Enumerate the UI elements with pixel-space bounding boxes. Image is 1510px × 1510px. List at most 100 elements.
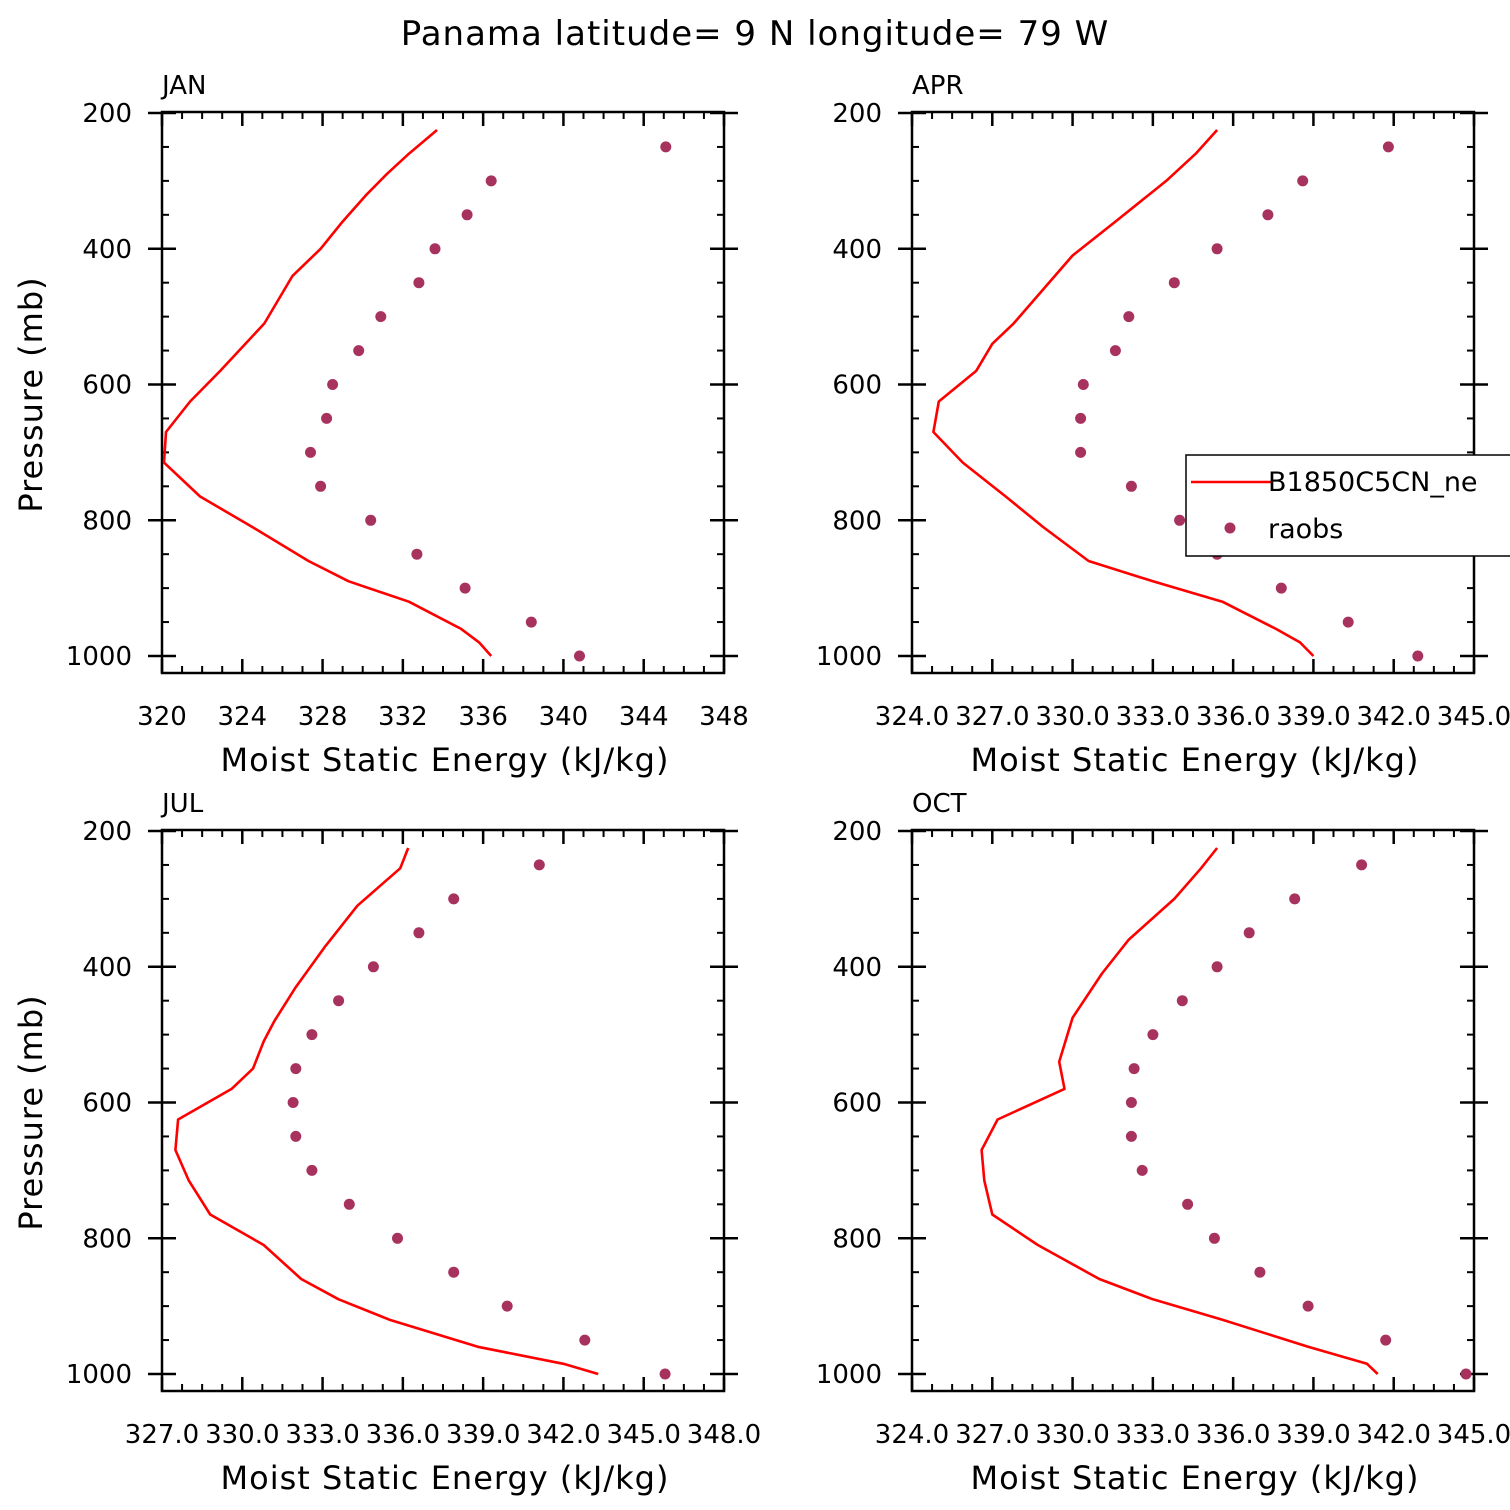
raobs-point [287,1097,299,1108]
x-tick-label: 345.0 [1437,702,1510,732]
panel-label: JAN [160,71,206,101]
raobs-point [1125,1097,1137,1108]
x-tick-label: 330.0 [205,1420,279,1450]
x-tick-label: 333.0 [1116,1420,1190,1450]
x-tick-label: 344 [619,702,669,732]
raobs-point [659,1368,671,1380]
raobs-point [1147,1029,1159,1041]
x-tick-label: 336.0 [1196,702,1270,732]
raobs-point [353,345,365,357]
raobs-point [290,1063,302,1075]
x-tick-label: 324.0 [875,702,949,732]
x-tick-label: 324 [217,702,267,732]
y-tick-label: 1000 [66,1360,132,1390]
panel-label: APR [912,71,964,101]
raobs-point [574,650,585,662]
y-tick-label: 800 [832,506,882,536]
raobs-point [1125,1130,1137,1142]
raobs-point [333,995,345,1007]
y-tick-label: 1000 [816,1360,882,1390]
raobs-point [1254,1266,1266,1278]
raobs-point [1302,1300,1314,1312]
raobs-point [1182,1198,1194,1210]
raobs-point [365,514,377,526]
legend-label-model: B1850C5CN_ne [1268,467,1478,498]
raobs-point [327,379,339,390]
y-tick-label: 200 [832,817,882,847]
x-tick-label: 332 [378,702,428,732]
y-tick-label: 1000 [66,642,132,672]
raobs-point [1174,514,1186,526]
panel-label: JUL [160,789,204,819]
x-tick-label: 345.0 [1437,1420,1510,1450]
panel-jul: JUL 327.0 330.0 333.0 336.0 339.0 342.0 345.0 34… [12,789,761,1497]
raobs-point [485,175,497,187]
x-tick-label: 327.0 [955,702,1029,732]
raobs-point [1211,243,1223,255]
x-tick-label: 339.0 [1276,702,1350,732]
x-axis-label: Moist Static Energy (kJ/kg) [221,741,670,779]
y-tick-label: 600 [832,371,882,401]
raobs-point [448,893,460,905]
raobs-point [1243,927,1255,939]
raobs-point [1275,582,1287,594]
model-profile-line [932,129,1315,657]
raobs-point [1075,446,1087,458]
y-tick-label: 200 [832,99,882,129]
x-tick-label: 348 [699,702,749,732]
raobs-point [461,209,473,221]
y-tick-label: 1000 [816,642,882,672]
raobs-point [1128,1063,1140,1075]
x-axis-label: Moist Static Energy (kJ/kg) [971,1459,1420,1497]
y-tick-label: 400 [82,235,132,265]
y-tick-label: 800 [832,1224,882,1254]
legend-label-raobs: raobs [1268,514,1343,545]
y-tick-label: 400 [832,953,882,983]
raobs-point [1136,1164,1148,1176]
raobs-point [1460,1368,1472,1380]
y-tick-label: 600 [82,1089,132,1119]
x-tick-label: 324.0 [875,1420,949,1450]
x-tick-label: 320 [137,702,187,732]
raobs-point [660,141,672,153]
panel-oct: OCT 324.0 327.0 330.0 333.0 336.0 339.0 342.0 34… [816,789,1510,1497]
x-tick-label: 345.0 [606,1420,680,1450]
raobs-point [315,480,327,492]
x-tick-label: 342.0 [526,1420,600,1450]
raobs-point [306,1164,318,1176]
raobs-point [343,1198,355,1210]
raobs-point [321,412,333,424]
x-tick-label: 339.0 [446,1420,520,1450]
raobs-point [1380,1334,1392,1346]
model-profile-line [980,847,1379,1375]
x-tick-label: 327.0 [125,1420,199,1450]
y-tick-label: 200 [82,817,132,847]
y-tick-label: 200 [82,99,132,129]
raobs-point [1208,1232,1220,1244]
raobs-point [1109,345,1121,357]
raobs-point [413,927,425,939]
raobs-point [579,1334,591,1346]
x-tick-label: 340 [539,702,589,732]
raobs-point [1262,209,1274,221]
y-axis-label: Pressure (mb) [12,276,50,512]
y-tick-label: 800 [82,506,132,536]
raobs-point [1382,141,1394,153]
y-tick-label: 600 [832,1089,882,1119]
raobs-point [501,1300,513,1312]
x-tick-label: 330.0 [1035,702,1109,732]
raobs-point [1412,650,1424,662]
raobs-point [1211,961,1223,973]
panel-apr: APR 324.0 327.0 330.0 333.0 336.0 339.0 342.0 34… [816,71,1510,779]
raobs-point [1123,311,1135,323]
raobs-point [1125,480,1137,492]
y-tick-label: 800 [82,1224,132,1254]
raobs-point [1342,616,1354,628]
x-tick-label: 336 [458,702,508,732]
raobs-point [459,582,471,594]
raobs-point [429,243,441,255]
plot-frame [160,110,726,675]
legend-box [1185,454,1510,557]
x-tick-label: 336.0 [366,1420,440,1450]
